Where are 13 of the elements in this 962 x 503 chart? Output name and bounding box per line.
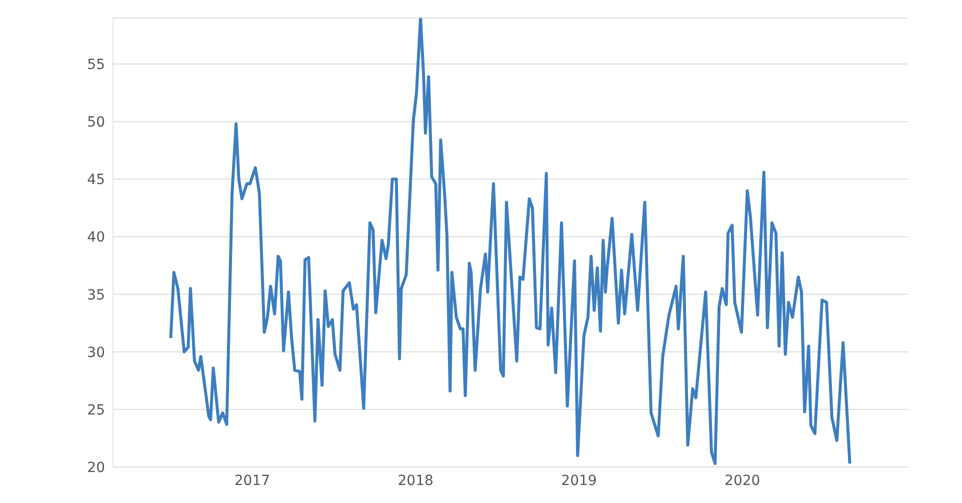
- y-tick-label: 20: [87, 460, 105, 476]
- y-tick-label: 35: [87, 287, 105, 304]
- y-tick-label: 45: [87, 172, 105, 188]
- y-tick-label: 40: [87, 230, 105, 246]
- x-tick-label: 2018: [398, 472, 434, 489]
- line-series: [169, 18, 852, 466]
- y-tick-label: 30: [87, 344, 105, 361]
- y-tick-label: 50: [87, 114, 105, 131]
- x-tick-label: 2020: [724, 472, 760, 489]
- y-tick-label: 55: [87, 57, 105, 74]
- x-tick-label: 2017: [234, 472, 270, 489]
- y-tick-label: 25: [87, 402, 105, 418]
- x-tick-label: 2019: [561, 472, 597, 489]
